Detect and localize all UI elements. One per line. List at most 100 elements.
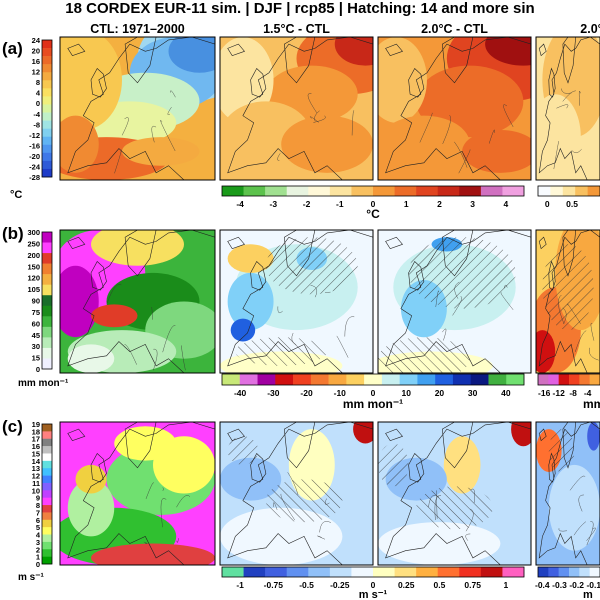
colorbar-c-partial: -0.4 -0.3 -0.2 -0.1 [535, 566, 600, 590]
colorbar-b-diff-tick-0: -40 [234, 388, 247, 398]
map-c-15-border-1 [280, 493, 295, 521]
colorbar-c-abs-tick-9: 10 [32, 486, 40, 495]
map-b-15-coastline-0 [227, 230, 373, 373]
map-c-20-frame [377, 421, 532, 566]
colorbar-a-abs-frame [41, 39, 53, 178]
colorbar-a-diff-swatch-7 [373, 186, 395, 196]
map-b-20 [377, 229, 532, 374]
colorbar-b-partial-swatch-1 [548, 374, 559, 385]
map-a-15-coastline-0 [227, 37, 373, 180]
colorbar-b-diff-swatch-7 [346, 374, 365, 385]
colorbar-b-diff-swatch-14 [470, 374, 489, 385]
map-a-15-coastline-3 [283, 37, 316, 84]
map-b-ctl-border-0 [162, 325, 176, 353]
unit-b-partial: mm [583, 397, 600, 411]
colorbar-c-abs-swatch-0 [42, 424, 52, 432]
map-a-ctl-border-2 [170, 90, 176, 98]
map-c-15-border-4 [324, 498, 330, 505]
colorbar-a-partial-tick-0: 0 [545, 199, 550, 209]
colorbar-a-diff-tick-1: -3 [270, 199, 278, 209]
colorbar-b-diff-swatch-12 [435, 374, 454, 385]
map-a-ctl-border-1 [114, 149, 122, 174]
map-c-15-border-2 [287, 472, 299, 495]
colorbar-a-abs-tick-6: 0 [36, 99, 40, 108]
colorbar-a-abs-tick-7: -4 [33, 110, 40, 119]
map-c-ctl-border-4 [145, 482, 154, 499]
colorbar-b-abs-tick-8: 60 [32, 319, 40, 328]
map-a-ctl-field-7 [60, 115, 99, 173]
map-a-20-frame [377, 36, 532, 181]
map-b-15-coastline-2 [227, 236, 246, 249]
colorbar-c-diff-frame [221, 566, 525, 578]
colorbar-c-abs-tick-10: 9 [36, 494, 40, 503]
map-c-20p-coastline-2 [538, 428, 547, 442]
colorbar-c-abs-tick-18: 1 [36, 553, 40, 562]
map-b-20p-frame [535, 229, 600, 374]
colorbar-c-abs-swatch-8 [42, 482, 52, 491]
map-a-20p-border-1 [561, 88, 572, 94]
colorbar-b-diff-tick-3: -10 [334, 388, 347, 398]
colorbar-a-abs-swatch-9 [42, 112, 52, 121]
map-b-20p-hatching-0 [542, 244, 594, 331]
map-c-ctl-coastline-1 [90, 453, 107, 483]
map-c-ctl-coastline-0 [67, 422, 215, 565]
colorbar-a-abs-swatch-3 [42, 64, 52, 73]
colorbar-b-abs-swatch-9 [42, 326, 52, 338]
colorbar-a-abs-swatch-14 [42, 152, 52, 162]
colorbar-c-partial-tick-2: -0.2 [569, 580, 584, 590]
map-b-20-border-4 [442, 328, 447, 341]
colorbar-b-diff: -40 -30 -20 -10 0 10 20 30 40 [221, 373, 525, 398]
colorbar-a-diff-tick-6: 2 [437, 199, 442, 209]
colorbar-c-diff-swatch-4 [308, 567, 331, 577]
map-a-15-frame [219, 36, 374, 181]
colorbar-a-abs-swatch-0 [42, 40, 52, 49]
map-a-15-field-3 [220, 37, 274, 123]
colorbar-b-abs-swatch-4 [42, 274, 52, 285]
colorbar-c-diff-swatch-6 [351, 567, 374, 577]
map-c-ctl [59, 421, 216, 566]
colorbar-c-diff-swatch-13 [502, 567, 525, 577]
colorbar-c-diff-swatch-9 [416, 567, 439, 577]
colorbar-a-abs-swatch-15 [42, 160, 52, 170]
colorbar-a-abs-swatch-2 [42, 56, 52, 65]
colorbar-c-abs-tick-1: 18 [32, 427, 40, 436]
colorbar-b-abs-swatch-7 [42, 305, 52, 317]
colorbar-c-diff-swatch-10 [437, 567, 460, 577]
colorbar-a-diff-swatch-11 [459, 186, 482, 196]
colorbar-c-partial-swatch-3 [569, 567, 580, 577]
colorbar-b-partial-frame [537, 373, 600, 386]
colorbar-c-partial-tick-3: -0.1 [586, 580, 600, 590]
map-c-20-coastline-0 [385, 422, 531, 565]
colorbar-b-diff-tick-4: 0 [371, 388, 376, 398]
colorbar-b-abs-tick-5: 105 [27, 285, 40, 294]
colorbar-c-diff-tick-2: -0.5 [299, 580, 314, 590]
colorbar-a-partial-swatch-4 [587, 186, 600, 196]
map-b-20p-border-4 [590, 322, 595, 341]
map-c-20p-coastline-1 [548, 452, 556, 483]
colorbar-b-abs-swatch-0 [42, 232, 52, 243]
colorbar-c-diff-tick-8: 1 [504, 580, 509, 590]
colorbar-c-abs-tick-15: 4 [36, 531, 41, 540]
map-a-15-field-1 [334, 37, 373, 66]
map-a-15-border-0 [314, 110, 320, 122]
map-c-20 [377, 421, 532, 566]
map-a-ctl-border-5 [167, 107, 172, 115]
colorbar-b-diff-swatch-16 [506, 374, 525, 385]
colorbar-c-diff-tick-0: -1 [236, 580, 244, 590]
colorbar-a-partial-tick-1: 0.5 [566, 199, 578, 209]
map-c-15-coastline-1 [250, 453, 267, 483]
colorbar-c-abs-tick-5: 14 [32, 457, 41, 466]
colorbar-a-abs-swatch-5 [42, 80, 52, 89]
map-a-15-border-5 [309, 116, 319, 123]
map-a-20-border-4 [458, 149, 471, 174]
colorbar-b-partial-swatch-2 [558, 374, 570, 385]
colorbar-c-abs-swatch-10 [42, 497, 52, 506]
colorbar-a-abs-swatch-1 [42, 48, 52, 57]
map-c-ctl-border-1 [176, 538, 179, 543]
map-a-ctl-border-0 [151, 125, 157, 143]
colorbar-c-partial-swatch-4 [579, 567, 590, 577]
map-c-ctl-field-6 [153, 436, 215, 494]
map-b-20p-border-3 [574, 330, 587, 352]
colorbar-c-diff-tick-6: 0.5 [434, 580, 446, 590]
map-a-20-field-5 [462, 129, 531, 173]
